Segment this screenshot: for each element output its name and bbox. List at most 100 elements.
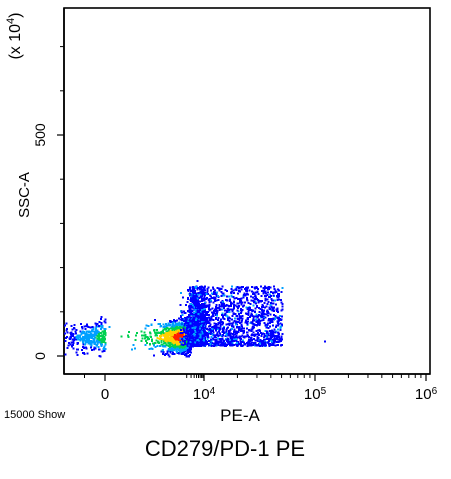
scatter-point-2740 bbox=[246, 293, 249, 296]
scatter-point-3579 bbox=[199, 295, 202, 298]
scatter-point-2081 bbox=[97, 324, 100, 327]
scatter-point-4240 bbox=[201, 300, 204, 303]
scatter-point-2198 bbox=[220, 294, 223, 297]
scatter-point-3856 bbox=[246, 331, 249, 334]
scatter-point-3510 bbox=[206, 317, 209, 320]
scatter-point-3846 bbox=[223, 304, 226, 307]
scatter-point-4208 bbox=[187, 320, 190, 323]
scatter-point-2995 bbox=[211, 307, 214, 310]
scatter-point-4103 bbox=[185, 319, 188, 322]
scatter-point-2357 bbox=[221, 308, 224, 311]
scatter-point-4577 bbox=[200, 334, 203, 337]
scatter-point-3843 bbox=[246, 335, 249, 338]
scatter-point-3176 bbox=[232, 291, 235, 294]
scatter-point-2392 bbox=[226, 308, 229, 311]
scatter-point-2788 bbox=[252, 331, 255, 334]
scatter-point-1462 bbox=[75, 332, 78, 335]
scatter-point-4140 bbox=[233, 320, 236, 323]
scatter-point-4150 bbox=[188, 286, 191, 289]
scatter-point-3679 bbox=[227, 304, 230, 307]
scatter-point-4175 bbox=[223, 318, 226, 321]
scatter-point-4405 bbox=[188, 336, 191, 339]
scatter-point-4631 bbox=[202, 328, 205, 331]
scatter-point-3040 bbox=[214, 313, 217, 316]
scatter-point-1679 bbox=[68, 337, 71, 340]
scatter-point-2705 bbox=[246, 327, 249, 330]
scatter-point-4233 bbox=[233, 339, 236, 342]
scatter-point-3964 bbox=[229, 335, 232, 338]
scatter-point-2097 bbox=[172, 330, 175, 333]
scatter-point-2100 bbox=[186, 351, 189, 354]
scatter-point-2575 bbox=[246, 323, 249, 326]
scatter-point-1626 bbox=[102, 348, 105, 351]
scatter-point-3073 bbox=[217, 298, 220, 301]
scatter-point-3541 bbox=[239, 298, 242, 301]
scatter-point-1254 bbox=[158, 331, 161, 334]
scatter-point-4457 bbox=[198, 333, 201, 336]
scatter-point-3604 bbox=[235, 330, 238, 333]
scatter-point-4536 bbox=[189, 307, 192, 310]
scatter-point-3438 bbox=[274, 289, 277, 292]
scatter-point-2894 bbox=[249, 302, 252, 305]
scatter-point-4287 bbox=[188, 330, 191, 333]
scatter-point-1883 bbox=[173, 328, 176, 331]
scatter-point-2908 bbox=[257, 336, 260, 339]
scatter-point-1468 bbox=[82, 343, 85, 346]
scatter-point-4591 bbox=[203, 339, 206, 342]
scatter-point-1176 bbox=[160, 331, 163, 334]
scatter-point-428 bbox=[190, 351, 193, 354]
scatter-point-791 bbox=[167, 342, 170, 345]
scatter-point-2622 bbox=[256, 340, 259, 343]
scatter-point-392 bbox=[144, 344, 147, 347]
scatter-point-2413 bbox=[222, 314, 225, 317]
scatter-point-4544 bbox=[182, 328, 185, 331]
scatter-point-3533 bbox=[219, 318, 222, 321]
scatter-point-2023 bbox=[171, 338, 174, 341]
scatter-point-2975 bbox=[214, 300, 217, 303]
scatter-point-3534 bbox=[258, 310, 261, 313]
scatter-point-4094 bbox=[208, 304, 211, 307]
scatter-point-3518 bbox=[247, 310, 250, 313]
scatter-point-4347 bbox=[195, 312, 198, 315]
scatter-point-3392 bbox=[225, 323, 228, 326]
scatter-point-1042 bbox=[104, 342, 107, 345]
y-axis-label: SSC-A bbox=[16, 172, 33, 218]
scatter-point-470 bbox=[178, 321, 181, 324]
scatter-point-1848 bbox=[69, 343, 72, 346]
scatter-point-1584 bbox=[150, 338, 153, 341]
scatter-point-2322 bbox=[219, 333, 222, 336]
scatter-point-4562 bbox=[193, 334, 196, 337]
scatter-point-3397 bbox=[236, 305, 239, 308]
scatter-point-2105 bbox=[85, 332, 88, 335]
scatter-point-4272 bbox=[187, 322, 190, 325]
scatter-point-4455 bbox=[220, 313, 223, 316]
y-multiplier-prefix: (x 10 bbox=[7, 24, 24, 60]
scatter-point-4245 bbox=[200, 319, 203, 322]
scatter-point-2874 bbox=[267, 296, 270, 299]
scatter-point-783 bbox=[94, 327, 97, 330]
scatter-point-4317 bbox=[190, 344, 193, 347]
scatter-point-3311 bbox=[240, 335, 243, 338]
scatter-point-4407 bbox=[203, 336, 206, 339]
scatter-point-1715 bbox=[169, 337, 172, 340]
scatter-point-3639 bbox=[252, 304, 255, 307]
scatter-point-2077 bbox=[185, 333, 188, 336]
scatter-point-3442 bbox=[267, 314, 270, 317]
scatter-point-4410 bbox=[183, 322, 186, 325]
scatter-point-979 bbox=[66, 327, 69, 330]
scatter-point-803 bbox=[134, 338, 137, 341]
scatter-point-2060 bbox=[178, 339, 181, 342]
scatter-point-2972 bbox=[241, 319, 244, 322]
axes bbox=[63, 7, 431, 375]
scatter-point-2353 bbox=[255, 285, 258, 288]
scatter-point-3254 bbox=[218, 305, 221, 308]
scatter-point-1131 bbox=[64, 353, 67, 356]
y-tick-label-0: 0 bbox=[32, 352, 48, 360]
scatter-point-2964 bbox=[237, 312, 240, 315]
scatter-point-3641 bbox=[202, 304, 205, 307]
scatter-point-4199 bbox=[190, 309, 193, 312]
scatter-point-4132 bbox=[209, 340, 212, 343]
scatter-point-2769 bbox=[242, 344, 245, 347]
scatter-point-1954 bbox=[172, 348, 175, 351]
scatter-point-111 bbox=[163, 340, 166, 343]
